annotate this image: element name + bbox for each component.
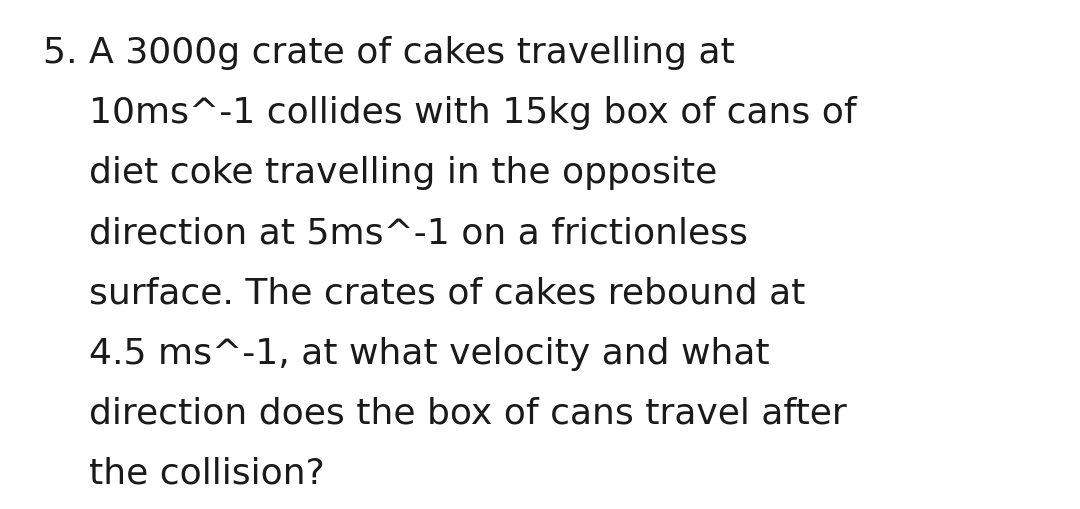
Text: the collision?: the collision? (43, 456, 325, 490)
Text: surface. The crates of cakes rebound at: surface. The crates of cakes rebound at (43, 276, 806, 310)
Text: direction at 5ms^-1 on a frictionless: direction at 5ms^-1 on a frictionless (43, 216, 748, 250)
Text: diet coke travelling in the opposite: diet coke travelling in the opposite (43, 156, 717, 190)
Text: 10ms^-1 collides with 15kg box of cans of: 10ms^-1 collides with 15kg box of cans o… (43, 96, 856, 130)
Text: 4.5 ms^-1, at what velocity and what: 4.5 ms^-1, at what velocity and what (43, 336, 770, 370)
Text: direction does the box of cans travel after: direction does the box of cans travel af… (43, 396, 847, 430)
Text: 5. A 3000g crate of cakes travelling at: 5. A 3000g crate of cakes travelling at (43, 36, 735, 70)
